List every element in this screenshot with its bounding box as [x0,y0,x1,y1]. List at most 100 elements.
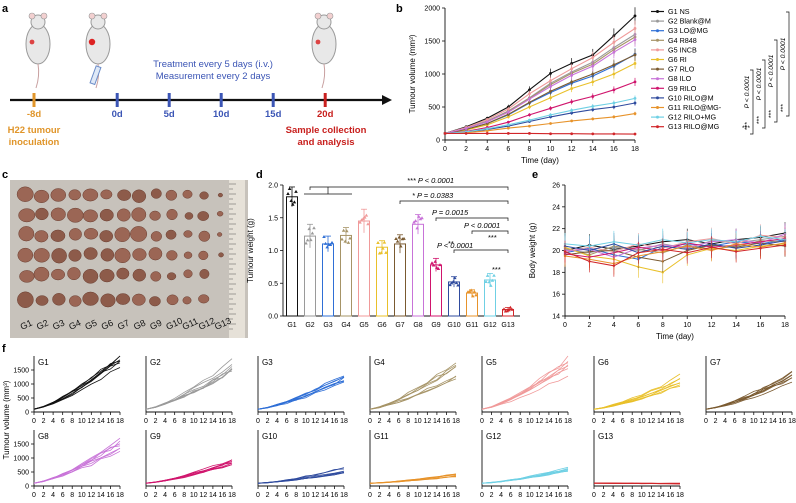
f-x-tick-label: 8 [294,492,298,499]
b-point [549,122,552,125]
f-x-tick-label: 14 [209,492,217,499]
f-x-tick-label: 18 [788,418,796,425]
b-point [549,132,552,136]
f-x-tick-label: 8 [406,492,410,499]
d-data-point [416,214,421,218]
measurement-text: Measurement every 2 days [156,71,271,82]
d-sig-bracket [435,217,509,221]
b-series-line [444,28,636,134]
b-x-tick-label: 16 [610,146,618,153]
f-x-tick-label: 12 [759,418,767,425]
b-legend-marker [656,86,659,90]
f-x-tick-label: 0 [704,418,708,425]
tumour-sample [198,230,211,242]
b-point [549,115,552,119]
f-x-tick-label: 6 [61,418,65,425]
f-x-tick-label: 0 [592,492,596,499]
f-x-tick-label: 18 [452,492,460,499]
d-data-point [474,293,478,297]
b-legend-label: G11 RILO@MG- [668,103,722,112]
b-point [591,56,595,59]
f-x-tick-label: 4 [611,418,615,425]
f-x-tick-label: 10 [638,418,646,425]
f-x-tick-label: 14 [321,492,329,499]
panel-label-b: b [396,3,403,15]
f-x-tick-label: 4 [387,418,391,425]
d-data-point [310,231,315,235]
f-animal-line [33,437,121,484]
b-sig-stars: *** [780,104,787,112]
e-x-tick-label: 6 [636,322,640,329]
f-animal-line [481,364,569,410]
photo-group-label: G9 [148,318,163,332]
d-x-tick-label: G5 [359,322,368,329]
f-subplot-title: G7 [710,358,721,367]
d-data-point [508,305,513,309]
f-x-tick-label: 0 [256,492,260,499]
f-animal-line [369,366,457,410]
d-data-point [304,241,308,245]
f-x-tick-label: 0 [256,418,260,425]
f-animal-line [145,462,233,484]
f-subplot-title: G8 [38,432,49,441]
d-sig-bracket [309,186,509,190]
tumour-sample [17,291,34,308]
tumour-sample [131,189,147,203]
f-x-tick-label: 8 [630,418,634,425]
f-x-tick-label: 2 [602,492,606,499]
d-x-tick-label: G2 [305,322,314,329]
b-series-line [444,62,636,134]
f-subplot-g2: 0 2 4 6 8 10 12 14 16 18 G2 [144,356,236,425]
b-point [570,62,574,65]
f-x-tick-label: 0 [480,418,484,425]
b-y-tick-label: 0 [436,138,440,145]
b-point [570,119,574,123]
e-y-tick-label: 22 [552,226,560,233]
tumour-sample [149,296,161,307]
d-data-point [490,278,495,282]
b-legend-label: G7 RLO [668,65,695,74]
d-data-point [488,283,493,287]
f-x-tick-label: 2 [266,492,270,499]
b-point [506,115,510,119]
f-x-tick-label: 10 [190,492,198,499]
f-x-tick-label: 6 [173,492,177,499]
f-animal-line [33,359,121,410]
b-point [528,105,531,109]
b-point [591,104,595,108]
b-point [549,89,552,93]
ruler [229,180,245,338]
tumour-sample [50,229,66,242]
b-point [612,132,616,136]
d-data-point [286,192,290,196]
f-x-tick-label: 8 [182,492,186,499]
tumour-sample [131,207,147,222]
d-data-point [433,259,437,263]
f-animal-line [33,440,121,484]
b-x-tick-label: 18 [631,146,639,153]
panel-label-f: f [2,343,6,355]
e-x-tick-label: 4 [612,322,616,329]
b-legend-marker [656,38,659,42]
f-x-tick-label: 12 [87,492,95,499]
d-data-point [448,283,452,287]
b-y-tick-label: 500 [428,105,440,112]
tumour-sample [150,271,162,282]
tumour-sample [83,228,99,240]
e-point [588,260,591,263]
f-subplot-g9: 0 2 4 6 8 10 12 14 16 18 G9 [144,430,236,499]
f-x-tick-label: 16 [443,492,451,499]
f-animal-line [369,473,457,484]
tumour-sample [100,189,113,200]
e-point [759,247,762,250]
d-x-tick-label: G13 [501,322,514,329]
mouse-icon [25,12,51,89]
d-data-point [348,236,352,240]
photo-group-label: G7 [116,318,131,332]
d-data-point [452,276,457,280]
b-point [570,73,574,77]
